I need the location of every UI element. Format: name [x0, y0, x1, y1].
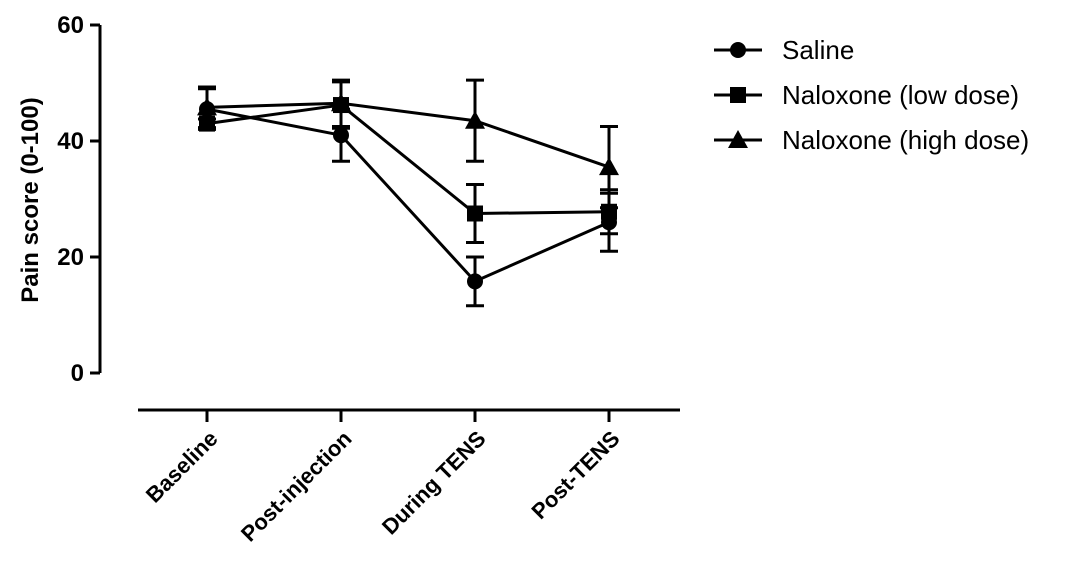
data-point-triangle [728, 130, 748, 148]
data-point-circle [467, 273, 483, 290]
y-axis-title: Pain score (0-100) [17, 97, 44, 302]
x-tick-label: During TENS [377, 426, 491, 540]
legend: Saline Naloxone (low dose) Naloxone (high … [714, 35, 1029, 155]
data-point-triangle [465, 110, 485, 129]
legend-item: Naloxone (low dose) [714, 80, 1019, 110]
y-tick-label: 20 [57, 244, 84, 271]
y-tick-label: 40 [57, 128, 84, 155]
legend-label: Naloxone (high dose) [782, 125, 1029, 155]
x-tick-label: Baseline [141, 426, 223, 508]
data-point-circle [333, 127, 349, 144]
series-line [206, 101, 610, 169]
x-tick-label: Post-injection [236, 426, 357, 547]
y-tick-label: 0 [71, 360, 84, 387]
series-line [206, 103, 610, 216]
series-circle [198, 87, 618, 308]
y-axis: 0 20 40 60 [57, 12, 102, 387]
data-point-square [730, 87, 746, 103]
data-point-square [467, 205, 483, 222]
data-point-triangle [197, 97, 217, 116]
data-point-circle [730, 42, 746, 58]
legend-item: Naloxone (high dose) [714, 125, 1029, 155]
data-point-triangle [331, 93, 351, 112]
y-tick-label: 60 [57, 12, 84, 39]
plot-area [197, 78, 619, 308]
data-point-triangle [599, 157, 619, 176]
legend-label: Saline [782, 35, 854, 65]
legend-item: Saline [714, 35, 854, 65]
x-tick-label: Post-TENS [526, 426, 624, 524]
series-triangle [197, 78, 619, 210]
x-axis: Baseline Post-injection During TENS Post-TE… [138, 408, 680, 547]
legend-label: Naloxone (low dose) [782, 80, 1019, 110]
series-line [206, 107, 610, 284]
